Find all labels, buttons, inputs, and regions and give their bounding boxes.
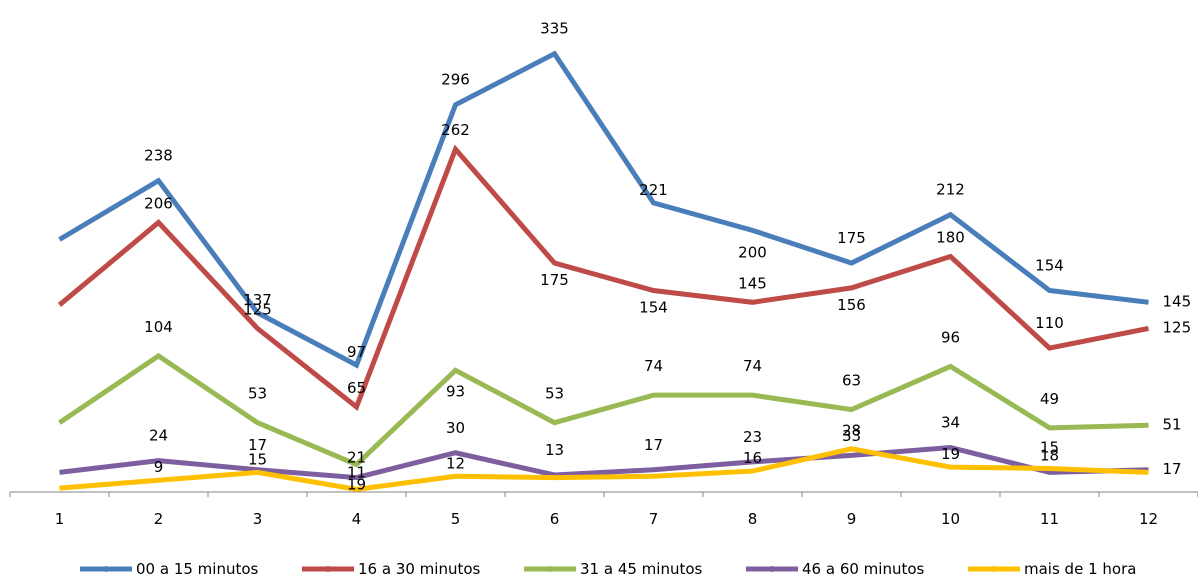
x-tick-label: 2 — [154, 510, 164, 528]
data-labels: 238 137 97 296 335 221 200 175 212 154 145 206 125 65… — [144, 20, 1191, 494]
data-label: 24 — [149, 427, 168, 445]
legend-marker — [103, 566, 109, 572]
x-tick-label: 4 — [352, 510, 362, 528]
data-label: 17 — [644, 436, 663, 454]
data-label: 51 — [1163, 415, 1182, 433]
data-label: 13 — [545, 441, 564, 459]
data-label: 9 — [154, 458, 164, 476]
data-label: 19 — [347, 475, 366, 493]
legend: 00 a 15 minutos 16 a 30 minutos 31 a 45 mi… — [80, 560, 1136, 578]
legend-label: 00 a 15 minutos — [136, 560, 259, 578]
data-label: 49 — [1040, 390, 1059, 408]
legend-marker — [547, 566, 553, 572]
legend-label: 16 a 30 minutos — [358, 560, 481, 578]
legend-label: 46 a 60 minutos — [802, 560, 925, 578]
data-label: 154 — [639, 299, 668, 317]
data-label: 296 — [441, 71, 470, 89]
data-label: 97 — [347, 343, 366, 361]
x-tick-label: 12 — [1139, 510, 1158, 528]
data-label: 17 — [1163, 460, 1182, 478]
x-tick-label: 8 — [748, 510, 758, 528]
x-tick-label: 1 — [55, 510, 65, 528]
data-label: 154 — [1035, 257, 1064, 275]
data-label: 175 — [540, 271, 569, 289]
data-label: 17 — [248, 436, 267, 454]
data-label: 238 — [144, 147, 173, 165]
data-label: 145 — [738, 274, 767, 292]
data-label: 30 — [446, 419, 465, 437]
series-line-5 — [59, 446, 1149, 492]
series-line-1 — [58, 50, 1149, 369]
data-label: 125 — [243, 300, 272, 318]
data-label: 33 — [842, 427, 861, 445]
data-label: 15 — [1040, 438, 1059, 456]
data-label: 175 — [837, 229, 866, 247]
data-label: 12 — [446, 454, 465, 472]
x-tick-label: 3 — [253, 510, 263, 528]
data-label: 200 — [738, 243, 767, 261]
legend-marker — [769, 566, 775, 572]
x-tick-label: 6 — [550, 510, 560, 528]
data-label: 110 — [1035, 314, 1064, 332]
data-label: 53 — [545, 385, 564, 403]
data-label: 53 — [248, 385, 267, 403]
data-label: 212 — [936, 181, 965, 199]
data-label: 63 — [842, 372, 861, 390]
legend-label: mais de 1 hora — [1024, 560, 1136, 578]
data-label: 21 — [347, 449, 366, 467]
data-label: 34 — [941, 414, 960, 432]
data-label: 221 — [639, 181, 668, 199]
data-label: 262 — [441, 121, 470, 139]
data-label: 335 — [540, 20, 569, 38]
series-line-4 — [59, 444, 1149, 481]
data-label: 125 — [1163, 318, 1192, 336]
data-label: 11 — [347, 464, 366, 482]
data-label: 137 — [243, 291, 272, 309]
legend-label: 31 a 45 minutos — [580, 560, 703, 578]
data-label: 19 — [941, 445, 960, 463]
x-axis: 1 2 3 4 5 6 7 8 9 10 11 12 — [9, 491, 1198, 528]
legend-marker — [991, 566, 997, 572]
x-tick-label: 11 — [1040, 510, 1059, 528]
data-label: 104 — [144, 318, 173, 336]
series-lines — [57, 50, 1149, 492]
data-label: 74 — [743, 357, 762, 375]
data-label: 145 — [1163, 292, 1192, 310]
data-label: 18 — [1040, 446, 1059, 464]
data-label: 28 — [842, 421, 861, 439]
legend-marker — [325, 566, 331, 572]
data-label: 156 — [837, 296, 866, 314]
x-tick-label: 5 — [451, 510, 461, 528]
series-line-2 — [57, 144, 1149, 412]
data-label: 93 — [446, 382, 465, 400]
data-label: 74 — [644, 357, 663, 375]
data-label: 96 — [941, 328, 960, 346]
x-tick-label: 7 — [649, 510, 659, 528]
x-tick-label: 9 — [847, 510, 857, 528]
data-label: 23 — [743, 428, 762, 446]
series-line-3 — [58, 352, 1149, 468]
data-label: 65 — [347, 379, 366, 397]
data-label: 180 — [936, 229, 965, 247]
data-label: 15 — [248, 450, 267, 468]
data-label: 206 — [144, 194, 173, 212]
x-tick-label: 10 — [941, 510, 960, 528]
data-label: 16 — [743, 449, 762, 467]
